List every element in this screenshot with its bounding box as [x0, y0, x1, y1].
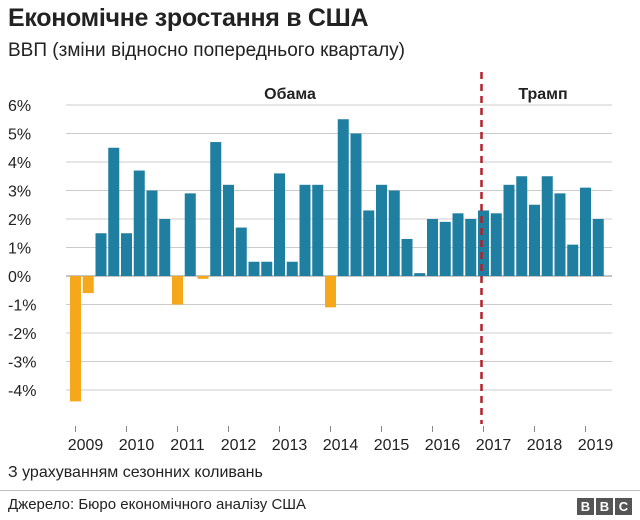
bar: [172, 276, 183, 305]
x-tick-label: 2019: [578, 437, 614, 454]
bar: [286, 261, 298, 276]
bar: [541, 176, 553, 276]
bar: [108, 147, 120, 276]
y-tick-label: -3%: [8, 355, 36, 372]
bbc-logo-letter: C: [615, 498, 632, 515]
bar: [197, 276, 209, 279]
y-tick-label: 5%: [8, 127, 31, 144]
bar: [210, 142, 222, 276]
x-tick-label: 2016: [425, 437, 461, 454]
x-tick-label: 2013: [272, 437, 308, 454]
bar: [350, 133, 362, 276]
x-tick-label: 2014: [323, 437, 359, 454]
y-tick-label: -1%: [8, 298, 36, 315]
bar: [427, 219, 438, 276]
bar: [452, 213, 464, 276]
bar: [516, 176, 528, 276]
x-tick-label: 2009: [68, 437, 104, 454]
bbc-logo: B B C: [577, 498, 632, 515]
bar: [554, 193, 566, 276]
bar: [388, 190, 400, 276]
bar: [503, 184, 515, 276]
y-tick-label: 6%: [8, 98, 31, 115]
bar: [70, 276, 81, 402]
bar: [490, 213, 502, 276]
bar: [184, 193, 196, 276]
bar: [529, 204, 540, 276]
x-tick-label: 2012: [221, 437, 257, 454]
y-tick-label: -2%: [8, 326, 36, 343]
y-tick-label: 0%: [8, 269, 31, 286]
annotation-trump: Трамп: [518, 86, 567, 103]
bar: [465, 219, 477, 276]
bar: [376, 184, 387, 276]
bar: [159, 219, 171, 276]
bbc-logo-letter: B: [577, 498, 594, 515]
x-tick-label: 2018: [527, 437, 563, 454]
bar: [223, 184, 234, 276]
bar: [592, 219, 604, 276]
bar: [580, 187, 591, 276]
bar: [401, 238, 413, 276]
chart-subtitle: ВВП (зміни відносно попереднього квартал…: [8, 40, 405, 61]
gdp-bar-chart: 6% 5% 4% 3% 2% 1% 0% -1% -2% -3% -4% 2009 2010 2011 20…: [8, 72, 614, 454]
bar: [248, 261, 260, 276]
y-tick-label: -4%: [8, 383, 36, 400]
bar: [299, 184, 311, 276]
bbc-logo-letter: B: [596, 498, 613, 515]
annotation-obama: Обама: [264, 86, 316, 103]
bar: [261, 261, 273, 276]
bar: [337, 119, 349, 276]
bar: [274, 173, 285, 276]
bar: [363, 210, 375, 276]
bar: [146, 190, 158, 276]
bar: [133, 170, 145, 276]
bar: [478, 210, 489, 276]
bar: [312, 184, 324, 276]
y-tick-label: 3%: [8, 184, 31, 201]
chart-title: Економічне зростання в США: [8, 4, 369, 32]
x-tick-label: 2015: [374, 437, 410, 454]
y-tick-label: 1%: [8, 241, 31, 258]
y-tick-label: 2%: [8, 212, 31, 229]
bar: [121, 233, 132, 276]
bar: [325, 276, 336, 308]
bar: [95, 233, 107, 276]
bar: [235, 227, 247, 276]
x-tick-label: 2011: [170, 437, 205, 454]
bar: [567, 244, 579, 276]
seasonal-adjustment-note: З урахуванням сезонних коливань: [8, 464, 263, 481]
source-note: Джерело: Бюро економічного аналізу США: [8, 496, 307, 513]
y-tick-label: 4%: [8, 155, 31, 172]
footer-divider: [0, 490, 640, 491]
bar: [414, 273, 426, 276]
x-tick-label: 2010: [119, 437, 155, 454]
bar: [82, 276, 94, 294]
x-tick-label: 2017: [476, 437, 512, 454]
bar: [439, 221, 451, 276]
